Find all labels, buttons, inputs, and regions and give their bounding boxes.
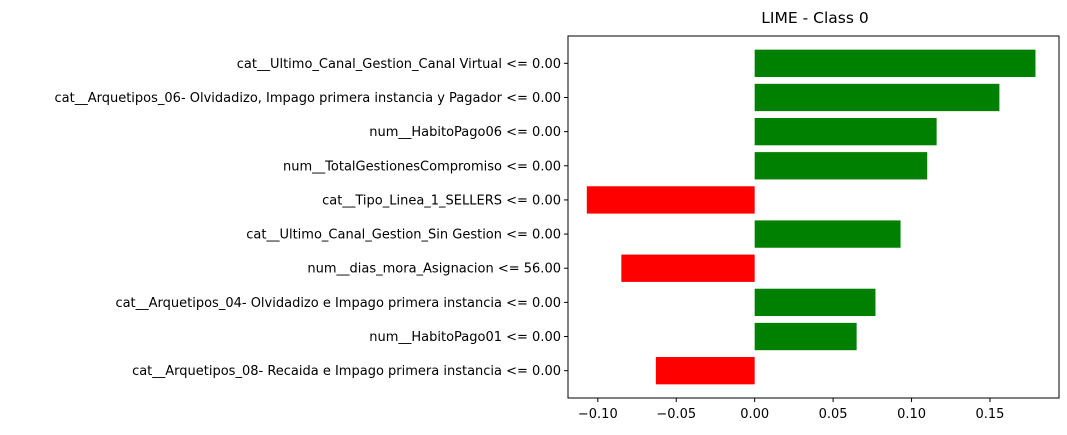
x-tick-label: 0.10 [897,407,926,422]
bar-1 [754,49,1036,77]
x-tick-label: −0.10 [578,407,618,422]
bar-7 [621,254,755,282]
bar-3 [754,117,937,146]
x-axis-ticks: −0.10 −0.05 0.00 0.05 0.10 0.15 [578,398,1005,422]
x-tick-label: 0.15 [976,407,1005,422]
category-label: num__HabitoPago06 <= 0.00 [369,125,561,140]
bar-5 [586,186,755,214]
category-label: num__dias_mora_Asignacion <= 56.00 [307,262,561,277]
category-label: cat__Arquetipos_08- Recaida e Impago pri… [132,364,561,379]
x-tick-label: −0.05 [656,407,696,422]
chart-title: LIME - Class 0 [761,9,868,27]
category-label: num__TotalGestionesCompromiso <= 0.00 [283,159,561,174]
x-tick-label: 0.05 [819,407,848,422]
category-label: cat__Ultimo_Canal_Gestion_Canal Virtual … [237,57,561,72]
bar-4 [754,152,928,180]
bar-6 [754,220,901,248]
bar-8 [754,288,876,317]
x-tick-label: 0.00 [740,407,769,422]
bars-layer [586,49,1036,385]
plot-frame [567,35,1060,399]
bar-2 [754,83,1000,112]
category-label: num__HabitoPago01 <= 0.00 [369,330,561,345]
category-label: cat__Tipo_Linea_1_SELLERS <= 0.00 [322,193,561,208]
bar-10 [655,357,755,385]
category-label: cat__Arquetipos_04- Olvidadizo e Impago … [115,296,561,311]
bar-9 [754,322,857,351]
category-label: cat__Ultimo_Canal_Gestion_Sin Gestion <=… [246,228,561,243]
category-label: cat__Arquetipos_06- Olvidadizo, Impago p… [55,91,562,106]
y-tick-labels: cat__Ultimo_Canal_Gestion_Canal Virtual … [55,57,568,379]
